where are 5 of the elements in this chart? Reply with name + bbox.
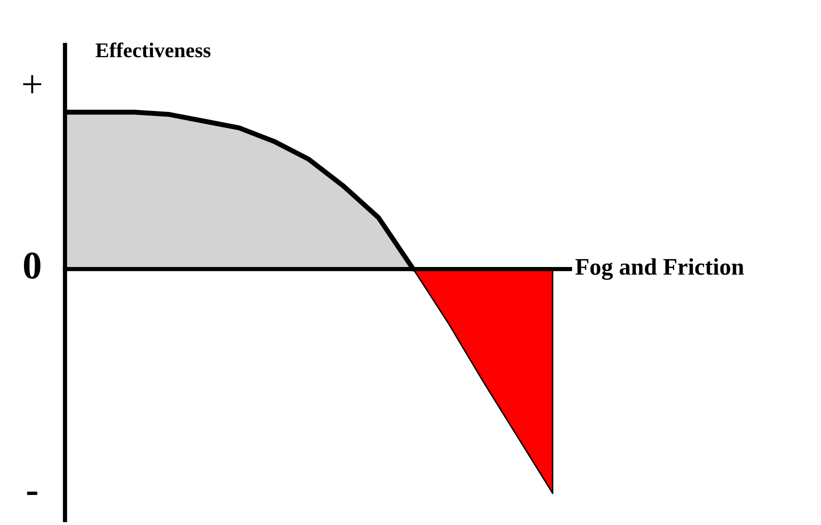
x-axis-title: Fog and Friction: [575, 258, 744, 280]
y-axis-title: Effectiveness: [96, 42, 210, 58]
text: 0: [24, 252, 40, 279]
text: -: [27, 492, 38, 495]
text: +: [23, 75, 42, 94]
